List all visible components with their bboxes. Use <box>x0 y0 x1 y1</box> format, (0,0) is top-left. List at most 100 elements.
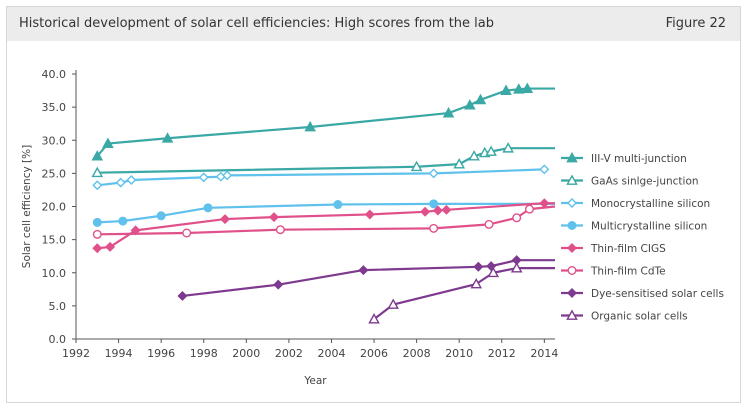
x-tick-label: 1994 <box>105 347 133 360</box>
legend-label: GaAs sinlge-junction <box>591 176 699 188</box>
legend-label: Dye-sensitised solar cells <box>591 288 724 300</box>
chart-title: Historical development of solar cell eff… <box>19 16 494 31</box>
x-tick-label: 2014 <box>530 347 558 360</box>
data-point <box>453 158 465 169</box>
data-point <box>102 137 114 148</box>
data-point <box>333 200 343 210</box>
y-axis-label: Solar cell efficiency [%] <box>21 145 33 268</box>
legend: III-V multi-junction GaAs sinlge-junction… <box>561 151 724 323</box>
x-tick-label: 2006 <box>360 347 388 360</box>
legend-swatch-marker <box>567 288 577 298</box>
data-point <box>474 93 487 105</box>
data-point <box>387 298 399 309</box>
y-tick-label: 35.0 <box>42 101 67 114</box>
x-tick-label: 2000 <box>232 347 260 360</box>
x-tick-label: 2012 <box>488 347 516 360</box>
data-point <box>468 150 480 161</box>
figure-label: Figure 22 <box>665 16 726 31</box>
series-line <box>182 259 555 298</box>
data-point <box>182 228 192 238</box>
legend-label: Thin-film CIGS <box>590 243 666 255</box>
figure-header: Historical development of solar cell eff… <box>7 7 740 41</box>
legend-label: Organic solar cells <box>591 311 688 323</box>
series-line <box>373 267 555 321</box>
data-point <box>275 225 285 235</box>
x-tick-label: 1996 <box>147 347 175 360</box>
data-point <box>118 216 128 226</box>
data-point <box>485 145 497 156</box>
data-point <box>484 219 494 229</box>
data-point <box>502 142 514 153</box>
y-tick-label: 0.0 <box>49 333 67 346</box>
data-point <box>500 84 512 95</box>
series-lines <box>96 87 556 321</box>
data-point <box>432 205 443 216</box>
data-point <box>268 212 279 223</box>
data-point <box>92 243 103 254</box>
data-point <box>156 211 166 221</box>
data-point <box>130 225 141 236</box>
data-point <box>126 175 137 185</box>
data-point <box>92 217 102 227</box>
data-point <box>429 199 439 209</box>
data-point <box>473 261 484 272</box>
y-tick-label: 40.0 <box>42 68 67 81</box>
y-tick-label: 20.0 <box>42 201 67 214</box>
legend-swatch-marker <box>567 266 577 276</box>
legend-label: Monocrystalline silicon <box>591 198 710 210</box>
data-point <box>222 170 233 181</box>
legend-label: III-V multi-junction <box>591 153 687 165</box>
data-point <box>510 262 523 273</box>
x-tick-label: 1992 <box>62 347 90 360</box>
data-point <box>521 82 534 93</box>
data-point <box>91 150 104 161</box>
data-point <box>441 204 452 215</box>
data-point <box>92 229 102 239</box>
data-point <box>487 266 500 278</box>
data-point <box>470 277 483 289</box>
x-tick-label: 1998 <box>190 347 218 360</box>
data-point <box>539 164 550 175</box>
series-line <box>97 205 556 236</box>
data-point <box>420 206 431 217</box>
data-point <box>105 241 116 252</box>
series-markers <box>91 82 550 324</box>
y-tick-label: 10.0 <box>42 267 67 280</box>
legend-swatch-marker <box>567 243 577 253</box>
data-point <box>203 203 213 213</box>
data-point <box>92 180 103 191</box>
data-point <box>273 279 284 290</box>
data-point <box>364 209 375 220</box>
legend-label: Multicrystalline silicon <box>591 221 707 233</box>
x-axis-label: Year <box>303 375 327 387</box>
data-point <box>91 166 104 178</box>
x-tick-label: 2008 <box>403 347 431 360</box>
data-point <box>115 177 126 188</box>
axis-ticks: 0.0 5.0 10.0 15.0 20.0 25.0 30.0 35.0 40.0 1992 19… <box>42 68 559 360</box>
data-point <box>220 214 231 225</box>
legend-swatch-marker <box>566 309 578 320</box>
data-point <box>513 83 525 94</box>
data-point <box>442 107 455 118</box>
legend-swatch-marker <box>566 174 578 185</box>
chart-axes <box>75 70 555 340</box>
data-point <box>428 168 439 179</box>
data-point <box>512 213 522 223</box>
legend-swatch-marker <box>567 198 577 208</box>
data-point <box>198 172 209 183</box>
data-point <box>464 99 476 110</box>
data-point <box>161 132 174 143</box>
legend-label: Thin-film CdTe <box>590 266 666 278</box>
figure-frame: Historical development of solar cell eff… <box>6 6 741 403</box>
series-line <box>96 87 555 157</box>
x-tick-label: 2010 <box>445 347 473 360</box>
data-point <box>524 204 534 214</box>
y-tick-label: 30.0 <box>42 134 67 147</box>
data-point <box>410 160 423 172</box>
data-point <box>429 223 439 233</box>
data-point <box>304 120 316 132</box>
legend-swatch-marker <box>567 220 577 230</box>
data-point <box>177 290 188 301</box>
y-tick-label: 15.0 <box>42 234 67 247</box>
